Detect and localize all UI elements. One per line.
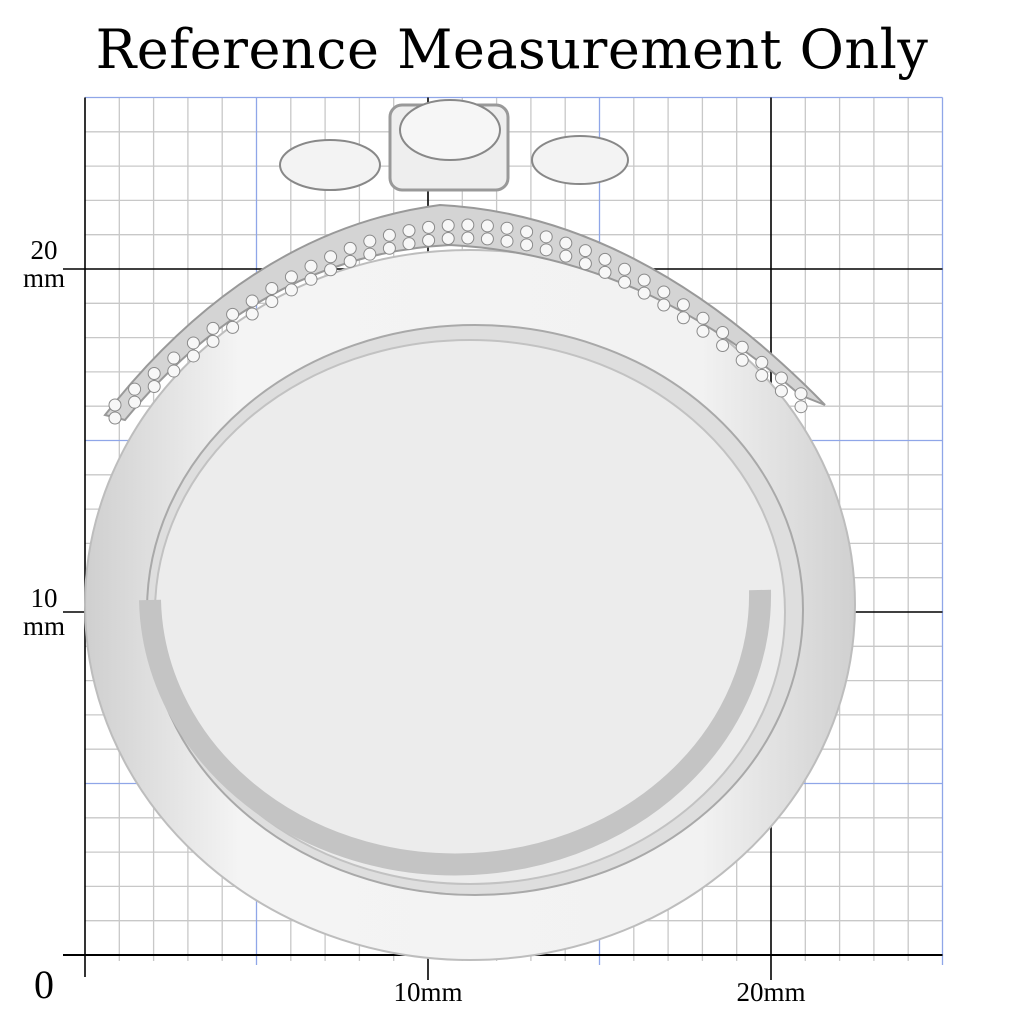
y-label-20-unit: mm <box>22 263 65 293</box>
y-label-20-value: 20 <box>30 235 58 265</box>
y-label-10-unit: mm <box>22 611 65 641</box>
y-label-10-value: 10 <box>30 583 58 613</box>
y-label-10: 10 mm <box>14 584 74 640</box>
page-title: Reference Measurement Only <box>95 18 929 81</box>
x-label-20mm: 20mm <box>736 977 806 1007</box>
x-label-10mm: 10mm <box>393 977 463 1007</box>
y-label-20: 20 mm <box>14 236 74 292</box>
origin-label: 0 <box>34 962 54 1007</box>
